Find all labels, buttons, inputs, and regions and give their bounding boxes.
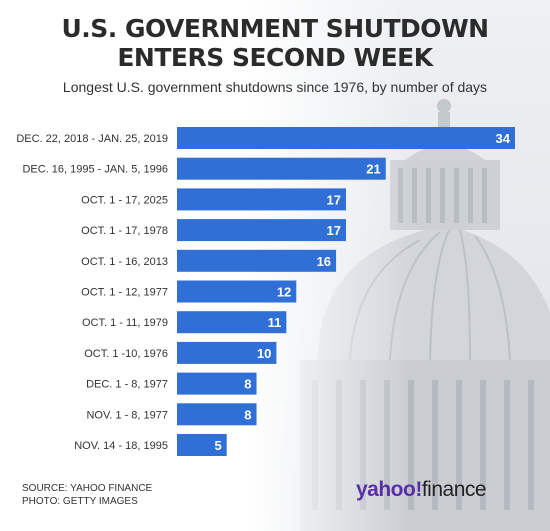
bar-value-label: 17 <box>327 223 341 238</box>
bar-value-label: 11 <box>268 315 282 330</box>
photo-credit: PHOTO: GETTY IMAGES <box>22 496 138 507</box>
bar-value-label: 34 <box>496 131 511 146</box>
bar-value-label: 8 <box>244 407 251 422</box>
category-label: OCT. 1 -10, 1976 <box>84 348 168 360</box>
bar-value-label: 21 <box>366 162 380 177</box>
bar <box>177 311 287 334</box>
bar-value-label: 8 <box>244 377 251 392</box>
bar-value-label: 10 <box>257 346 271 361</box>
bar <box>177 188 346 211</box>
bar <box>177 219 346 242</box>
bar <box>177 434 227 456</box>
brand-yahoo: yahoo! <box>356 478 422 501</box>
bar-value-label: 5 <box>214 438 221 453</box>
category-label: OCT. 1 - 17, 1978 <box>81 225 168 237</box>
chart-subtitle: Longest U.S. government shutdowns since … <box>62 79 488 95</box>
bar <box>177 280 297 303</box>
chart-title-line-2: ENTERS SECOND WEEK <box>117 43 433 72</box>
category-label: OCT. 1 - 11, 1979 <box>82 317 168 329</box>
bar-value-label: 16 <box>317 254 331 269</box>
category-label: NOV. 1 - 8, 1977 <box>86 409 168 421</box>
category-label: OCT. 1 - 17, 2025 <box>81 194 168 206</box>
bar <box>177 157 386 180</box>
bar <box>177 403 257 426</box>
bar-value-label: 17 <box>327 192 341 207</box>
source-note: SOURCE: YAHOO FINANCE <box>22 483 153 494</box>
category-label: DEC. 1 - 8, 1977 <box>86 379 168 391</box>
bar <box>177 372 257 395</box>
category-label: DEC. 16, 1995 - JAN. 5, 1996 <box>22 164 168 176</box>
chart-title-line-1: U.S. GOVERNMENT SHUTDOWN <box>61 14 489 43</box>
bar-value-label: 12 <box>277 285 291 300</box>
brand-finance: finance <box>421 478 487 501</box>
category-label: NOV. 14 - 18, 1995 <box>74 440 168 452</box>
bar <box>177 127 515 149</box>
bar <box>177 341 277 364</box>
category-label: OCT. 1 - 16, 2013 <box>81 256 168 268</box>
yahoo-finance-logo: yahoo!finance <box>356 478 487 502</box>
category-label: DEC. 22, 2018 - JAN. 25, 2019 <box>16 133 168 145</box>
category-label: OCT. 1 - 12, 1977 <box>81 287 168 299</box>
bar <box>177 249 337 272</box>
